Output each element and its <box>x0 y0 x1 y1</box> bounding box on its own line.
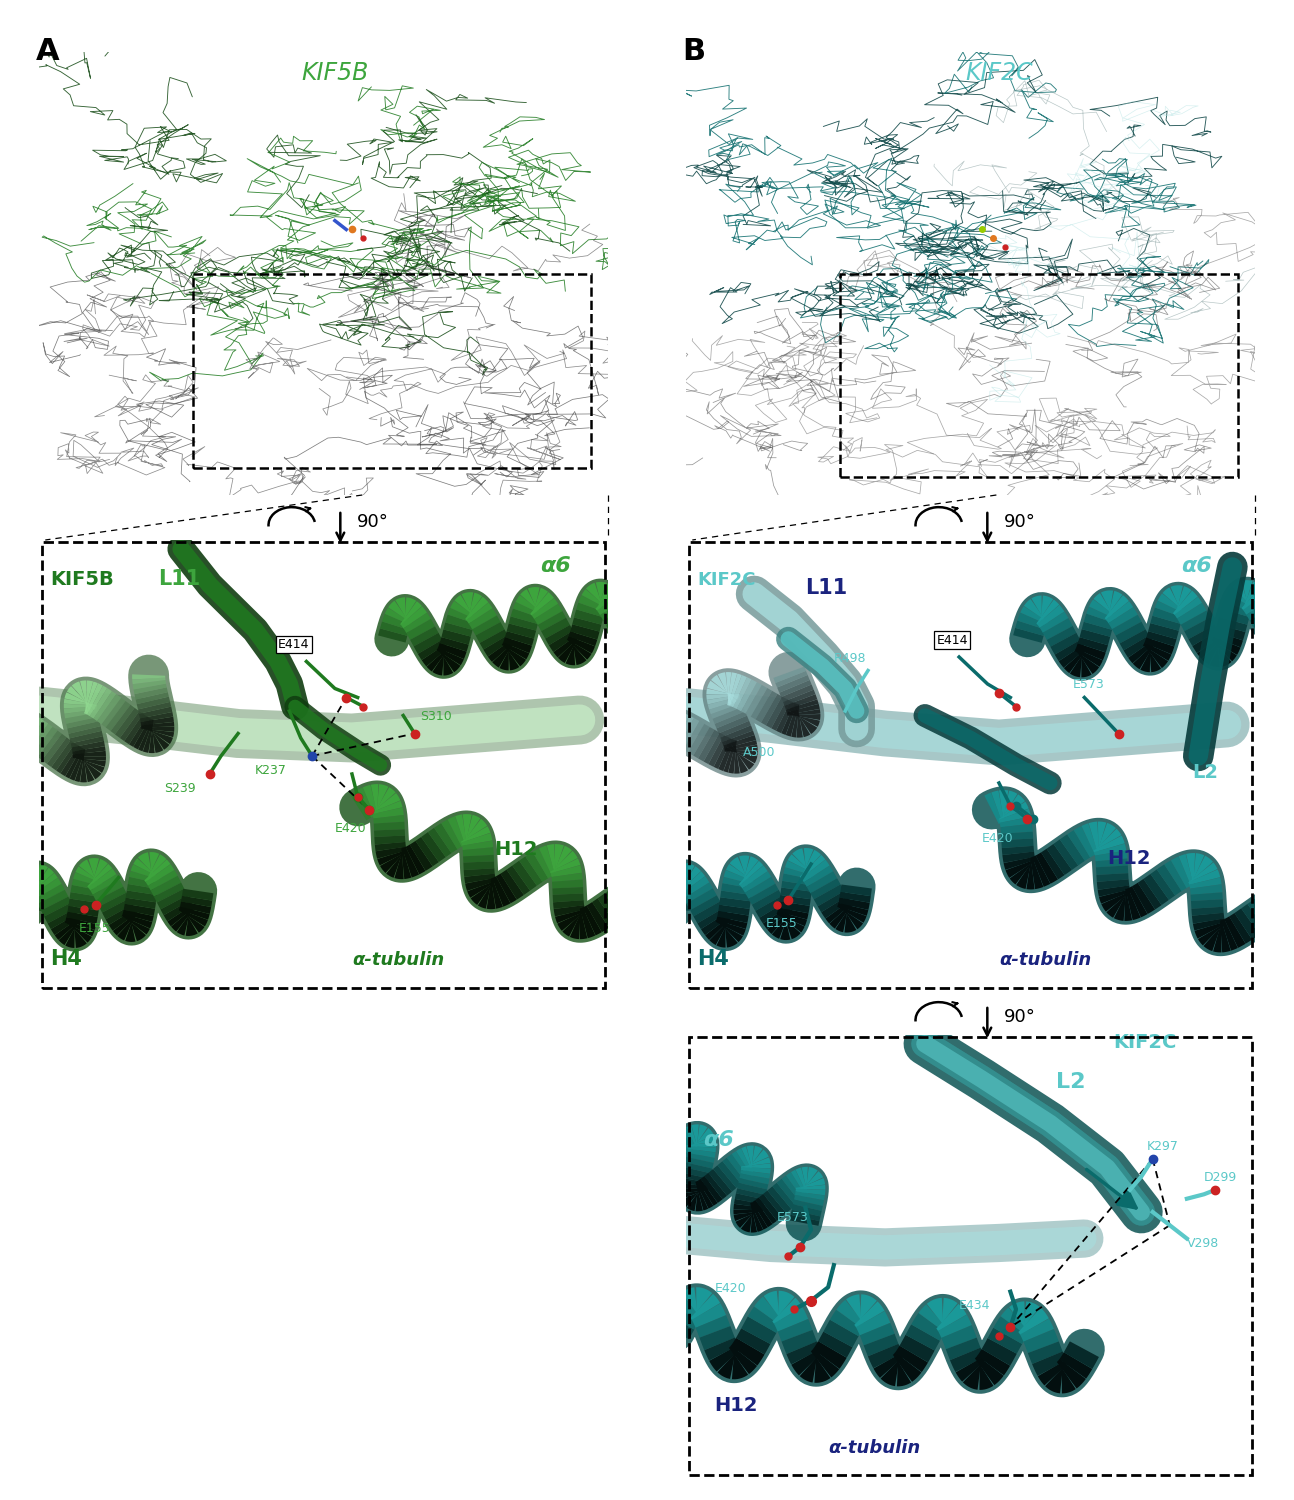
Text: L2: L2 <box>1193 764 1219 783</box>
Text: H12: H12 <box>494 840 538 860</box>
Text: E434: E434 <box>959 1299 991 1312</box>
Text: α-tubulin: α-tubulin <box>999 951 1091 969</box>
Text: K297: K297 <box>1146 1140 1179 1154</box>
Text: 90°: 90° <box>1004 1008 1036 1026</box>
Text: E155: E155 <box>79 921 110 934</box>
Text: E414: E414 <box>937 633 968 646</box>
Text: α6: α6 <box>703 1130 734 1149</box>
Text: α6: α6 <box>540 555 571 576</box>
Text: H12: H12 <box>714 1396 758 1414</box>
Text: E420: E420 <box>982 831 1013 844</box>
Text: α-tubulin: α-tubulin <box>828 1438 920 1456</box>
Text: α-tubulin: α-tubulin <box>352 951 444 969</box>
Text: R498: R498 <box>833 651 867 664</box>
Text: S239: S239 <box>164 782 195 795</box>
Text: E414: E414 <box>278 638 309 651</box>
Text: H12: H12 <box>1108 849 1150 868</box>
Text: H4: H4 <box>697 950 729 969</box>
Text: E420: E420 <box>714 1281 745 1294</box>
Text: B: B <box>682 38 705 66</box>
Text: L11: L11 <box>158 568 201 590</box>
Text: α6: α6 <box>1181 555 1212 576</box>
Text: D299: D299 <box>1203 1172 1237 1184</box>
Text: A500: A500 <box>743 746 775 759</box>
Text: L2: L2 <box>1056 1072 1086 1092</box>
Bar <box>193 273 591 468</box>
Text: KIF5B: KIF5B <box>50 570 114 590</box>
Text: 90°: 90° <box>357 513 389 531</box>
Text: K237: K237 <box>255 764 287 777</box>
Text: L11: L11 <box>805 578 848 598</box>
Text: E155: E155 <box>766 916 797 930</box>
Text: E573: E573 <box>1073 678 1105 692</box>
Text: KIF2C: KIF2C <box>965 62 1033 86</box>
Text: A: A <box>36 38 60 66</box>
Text: 90°: 90° <box>1004 513 1036 531</box>
Text: V298: V298 <box>1187 1238 1219 1251</box>
Text: S310: S310 <box>421 710 452 723</box>
Text: KIF2C: KIF2C <box>697 572 756 590</box>
Text: E573: E573 <box>776 1210 809 1224</box>
Bar <box>840 273 1238 477</box>
Text: E420: E420 <box>335 822 366 836</box>
Text: KIF2C: KIF2C <box>1113 1034 1176 1053</box>
Text: KIF5B: KIF5B <box>302 62 369 86</box>
Text: H4: H4 <box>50 950 82 969</box>
